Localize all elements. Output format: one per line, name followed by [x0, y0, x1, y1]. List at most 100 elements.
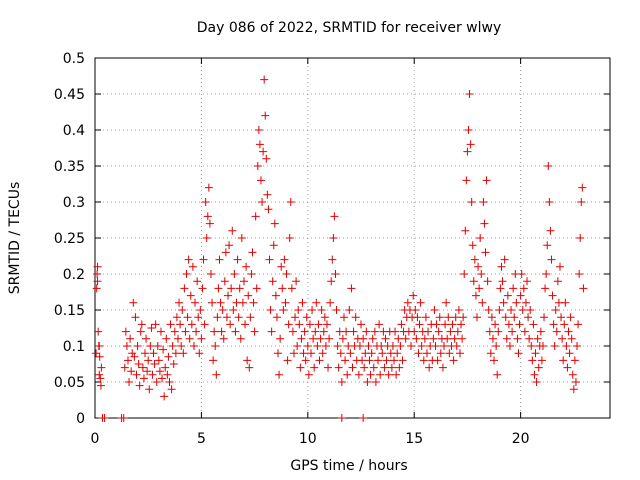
- data-point: [394, 334, 403, 343]
- data-point: [217, 327, 226, 336]
- data-point: [253, 162, 262, 170]
- y-tick-labels: 0 0.05 0.1 0.15 0.2 0.25 0.3 0.35 0.4 0.45 0.5: [54, 51, 85, 427]
- axis-ticks: [94, 57, 610, 419]
- x-tick-label: 15: [405, 431, 423, 447]
- data-point: [291, 313, 300, 322]
- data-point: [258, 198, 267, 206]
- data-point: [183, 313, 192, 322]
- data-point: [239, 277, 248, 286]
- data-point: [449, 356, 458, 365]
- data-point: [392, 370, 401, 379]
- data-point: [366, 370, 375, 379]
- data-point: [195, 349, 204, 358]
- data-point: [354, 370, 363, 379]
- data-point: [164, 352, 173, 361]
- data-point: [218, 306, 227, 314]
- data-point: [193, 277, 202, 286]
- data-point: [461, 226, 470, 235]
- data-point: [242, 262, 251, 271]
- data-point: [147, 324, 156, 332]
- x-tick-label: 5: [197, 431, 206, 447]
- data-point: [565, 349, 574, 358]
- y-tick-label: 0.3: [63, 195, 85, 211]
- data-point: [300, 327, 309, 336]
- y-tick-label: 0.15: [54, 303, 85, 319]
- x-tick-label: 0: [91, 431, 100, 447]
- data-point: [333, 342, 342, 350]
- data-point: [189, 342, 198, 350]
- data-point: [197, 334, 206, 343]
- data-point: [202, 234, 211, 242]
- data-point: [395, 363, 404, 372]
- data-point: [485, 327, 494, 336]
- data-point: [430, 306, 439, 314]
- data-point: [277, 262, 286, 271]
- data-point: [375, 320, 384, 329]
- data-point: [536, 327, 545, 336]
- data-point: [376, 370, 385, 379]
- data-point: [503, 291, 512, 300]
- data-point: [251, 212, 260, 221]
- data-point: [149, 349, 158, 358]
- data-point: [152, 378, 161, 386]
- data-point: [150, 360, 159, 368]
- data-point: [357, 320, 366, 329]
- data-point: [451, 313, 460, 322]
- data-point: [295, 320, 304, 329]
- data-point: [530, 370, 539, 379]
- data-point: [293, 342, 302, 350]
- data-point: [358, 356, 367, 365]
- data-point: [415, 320, 424, 329]
- data-point: [442, 298, 451, 307]
- data-point: [95, 370, 104, 379]
- data-point: [393, 349, 402, 358]
- data-point: [248, 248, 257, 257]
- data-point: [513, 334, 522, 343]
- data-point: [521, 298, 530, 307]
- data-point: [486, 349, 495, 358]
- data-point: [222, 313, 231, 322]
- data-point: [332, 306, 341, 314]
- data-point: [496, 284, 505, 293]
- data-point: [259, 147, 268, 156]
- data-point: [359, 414, 368, 422]
- data-point: [338, 334, 347, 343]
- data-point: [93, 270, 102, 278]
- y-tick-label: 0.05: [54, 375, 85, 391]
- data-point: [175, 298, 184, 307]
- data-point: [493, 370, 502, 379]
- data-point: [250, 327, 259, 336]
- data-point: [564, 327, 573, 336]
- data-point: [433, 356, 442, 365]
- x-tick-labels: 0 5 10 15 20: [91, 431, 530, 447]
- y-tick-label: 0.4: [63, 123, 85, 139]
- data-point: [184, 255, 193, 264]
- data-point: [364, 342, 373, 350]
- data-point: [304, 370, 313, 379]
- data-point: [182, 270, 191, 278]
- data-point: [472, 313, 481, 322]
- data-point: [546, 226, 555, 235]
- data-point: [136, 327, 145, 336]
- data-point: [567, 334, 576, 343]
- data-point: [211, 342, 220, 350]
- data-point: [480, 219, 489, 228]
- data-point: [388, 342, 397, 350]
- data-point: [464, 126, 473, 134]
- data-point: [494, 327, 503, 336]
- data-point: [179, 349, 188, 358]
- data-point: [359, 334, 368, 343]
- data-point: [436, 349, 445, 358]
- data-point: [533, 334, 542, 343]
- data-point: [122, 342, 131, 350]
- data-point: [324, 363, 333, 372]
- data-point: [579, 284, 588, 293]
- data-point: [444, 313, 453, 322]
- data-point: [220, 277, 229, 286]
- y-tick-label: 0: [76, 411, 85, 427]
- data-point: [276, 334, 285, 343]
- data-point: [285, 234, 294, 242]
- data-point: [401, 334, 410, 343]
- data-point: [490, 356, 499, 365]
- data-point: [569, 385, 578, 394]
